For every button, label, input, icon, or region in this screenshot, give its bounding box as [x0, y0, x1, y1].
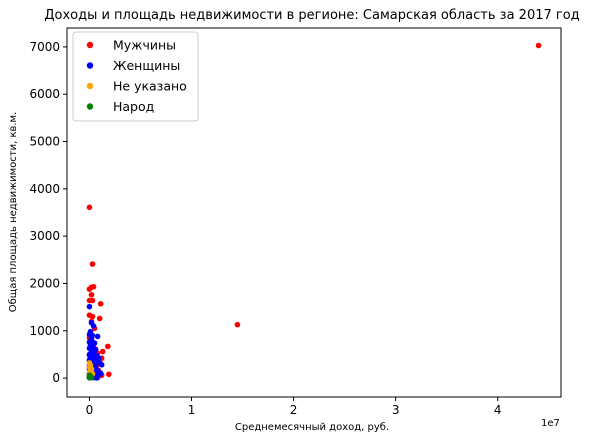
y-axis: 0 1000 2000 3000 4000 5000 6000 7000 — [29, 40, 67, 385]
legend: Мужчины Женщины Не указано Народ — [72, 31, 199, 122]
data-point — [96, 315, 103, 322]
x-tick-label: 0 — [86, 403, 94, 417]
data-point — [99, 348, 106, 355]
x-axis-offset-label: 1e7 — [541, 418, 560, 429]
data-point — [89, 297, 96, 304]
plot-frame — [66, 27, 562, 398]
data-point — [106, 371, 112, 378]
data-point — [88, 292, 95, 298]
y-tick-label: 5000 — [29, 135, 60, 149]
data-point — [89, 313, 96, 320]
data-point — [97, 370, 104, 377]
legend-marker — [86, 62, 94, 69]
x-axis-title: Среднемесячный доход, руб. — [235, 422, 389, 433]
data-point — [234, 321, 241, 328]
y-tick-label: 1000 — [29, 324, 60, 338]
data-point — [86, 303, 93, 310]
data-point — [86, 204, 93, 211]
legend-marker — [86, 103, 94, 110]
data-point — [535, 42, 542, 49]
y-tick-label: 2000 — [29, 276, 60, 290]
data-point — [105, 343, 111, 350]
legend-box — [72, 31, 199, 122]
data-point — [86, 375, 93, 381]
data-point — [98, 362, 105, 368]
data-point — [89, 261, 96, 267]
legend-marker — [86, 82, 94, 90]
legend-label: Мужчины — [113, 38, 176, 53]
y-axis-title: Общая площадь недвижимости, кв.м. — [8, 112, 19, 313]
y-tick-label: 6000 — [29, 87, 60, 101]
x-tick-label: 1 — [188, 403, 196, 417]
y-tick-label: 4000 — [29, 182, 60, 196]
data-point — [90, 323, 97, 329]
y-tick-label: 0 — [52, 371, 60, 385]
points-layer — [86, 42, 542, 381]
x-tick-label: 3 — [392, 403, 400, 417]
x-axis: 0 1 2 3 4 — [86, 397, 502, 417]
y-tick-label: 7000 — [29, 40, 60, 54]
legend-label: Не указано — [113, 79, 187, 94]
chart-title: Доходы и площадь недвижимости в регионе:… — [44, 8, 579, 23]
y-tick-label: 3000 — [29, 229, 60, 243]
data-point — [94, 333, 101, 340]
x-tick-label: 4 — [494, 403, 502, 417]
data-point — [95, 355, 102, 362]
legend-label: Женщины — [113, 58, 180, 73]
data-point — [86, 286, 93, 292]
data-point — [97, 301, 104, 307]
data-point — [93, 375, 100, 381]
legend-marker — [86, 41, 94, 49]
data-point — [90, 283, 97, 290]
legend-label: Народ — [113, 99, 154, 114]
x-tick-label: 2 — [290, 403, 298, 417]
